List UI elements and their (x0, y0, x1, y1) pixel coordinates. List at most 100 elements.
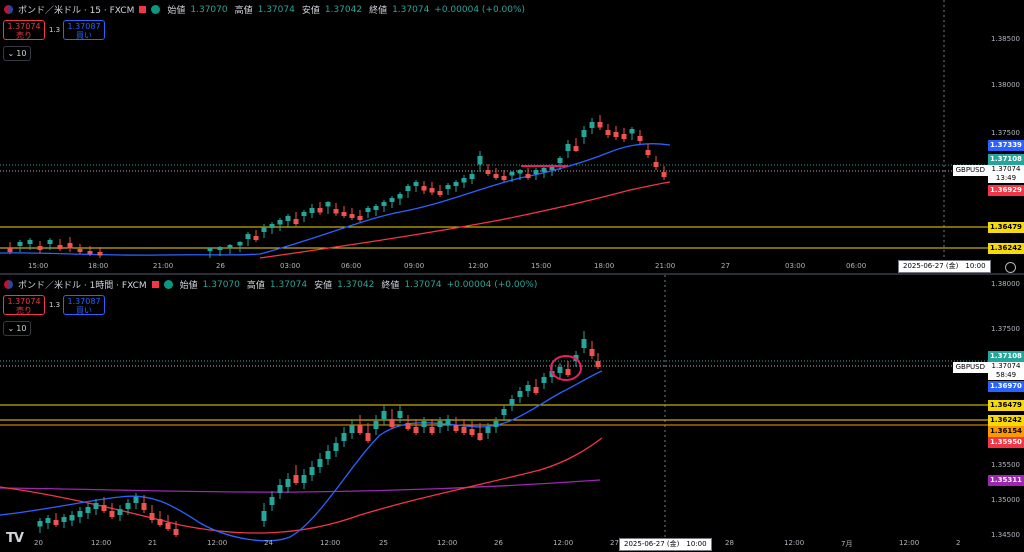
time-axis-label: 24 (264, 539, 273, 547)
time-axis-label: 06:00 (846, 262, 867, 270)
time-axis-label: 12:00 (468, 262, 489, 270)
candle-body (517, 391, 523, 397)
candle-body (157, 519, 163, 525)
candle-body (317, 208, 323, 213)
time-axis-label: 12:00 (437, 539, 458, 547)
candle-body (141, 503, 147, 510)
current-price-box: 1.37074 58:49 (988, 362, 1024, 380)
crosshair-time-label: 2025-06-27 (金) 10:00 (619, 538, 712, 551)
price-chart-1h[interactable] (0, 275, 1024, 552)
moving-average-slow (259, 181, 671, 259)
candle-body (373, 421, 379, 429)
candle-body (621, 134, 627, 139)
sell-button[interactable]: 1.37074 売り (3, 295, 45, 315)
time-axis-label: 21 (148, 539, 157, 547)
candle-body (437, 421, 443, 427)
time-axis-label: 12:00 (91, 539, 112, 547)
chart-pane-15m[interactable]: ポンド／米ドル · 15 · FXCM 始値 1.37070 高値 1.37074 … (0, 0, 1024, 273)
market-status-icon[interactable] (151, 5, 161, 14)
candle-body (605, 130, 611, 135)
open-value: 1.37070 (202, 279, 240, 290)
candle-body (485, 170, 491, 174)
price-level-tag: 1.36479 (988, 400, 1024, 411)
candle-body (325, 451, 331, 459)
price-level-tag: 1.37108 (988, 154, 1024, 165)
market-status-icon[interactable] (163, 280, 173, 289)
candle-body (637, 136, 643, 141)
symbol-tag: GBPUSD (952, 165, 988, 176)
candle-body (437, 191, 443, 195)
candle-body (217, 247, 223, 250)
candle-body (125, 503, 131, 509)
gear-icon[interactable] (1005, 262, 1016, 273)
quantity-selector[interactable]: ⌄ 10 (3, 46, 31, 61)
candle-body (397, 194, 403, 199)
candle-body (101, 505, 107, 511)
price-axis-label: 1.35500 (991, 461, 1020, 469)
candle-body (245, 234, 251, 239)
candle-body (97, 252, 103, 256)
price-axis-label: 1.38000 (991, 81, 1020, 89)
candle-body (237, 242, 243, 246)
price-axis-label: 1.38000 (991, 280, 1020, 288)
candle-body (405, 423, 411, 429)
price-level-tag: 1.36242 (988, 415, 1024, 426)
price-axis-label: 1.38500 (991, 35, 1020, 43)
moving-average-slow (0, 437, 603, 534)
candle-body (565, 369, 571, 375)
moving-average-fast (0, 143, 671, 256)
candle-body (645, 150, 651, 155)
time-axis-label: 27 (721, 262, 730, 270)
time-axis-label: 03:00 (785, 262, 806, 270)
candle-body (549, 166, 555, 170)
symbol-title[interactable]: ポンド／米ドル · 1時間 · FXCM (18, 281, 147, 291)
symbol-title[interactable]: ポンド／米ドル · 15 · FXCM (18, 6, 135, 16)
candle-body (477, 433, 483, 440)
candle-body (365, 433, 371, 441)
open-value: 1.37070 (190, 4, 228, 15)
moving-average-fast (0, 370, 603, 542)
sell-button[interactable]: 1.37074 売り (3, 20, 45, 40)
quantity-selector[interactable]: ⌄ 10 (3, 321, 31, 336)
tradingview-logo[interactable]: TV (6, 531, 24, 546)
price-axis-label: 1.35000 (991, 496, 1020, 504)
highlight-circle (550, 355, 582, 381)
spread-value: 1.3 (49, 301, 61, 309)
price-chart-15m[interactable] (0, 0, 1024, 273)
candle-body (477, 156, 483, 165)
candle-body (429, 427, 435, 433)
candle-body (341, 433, 347, 441)
candle-body (381, 411, 387, 419)
pane-divider[interactable] (0, 273, 1024, 275)
bar-countdown: 13:49 (995, 174, 1017, 182)
candle-body (525, 385, 531, 391)
chart-pane-1h[interactable]: ポンド／米ドル · 1時間 · FXCM 始値 1.37070 高値 1.37074… (0, 275, 1024, 552)
time-axis-label: 21:00 (153, 262, 174, 270)
chevron-down-icon: ⌄ (7, 324, 15, 333)
close-value: 1.37074 (404, 279, 442, 290)
sell-price: 1.37074 (7, 297, 41, 306)
candle-body (149, 513, 155, 520)
candle-body (357, 216, 363, 220)
candle-body (365, 208, 371, 212)
flag-icon[interactable] (139, 6, 147, 13)
candle-body (453, 182, 459, 186)
candle-body (509, 172, 515, 176)
candle-body (493, 421, 499, 427)
spread-value: 1.3 (49, 26, 61, 34)
candle-body (429, 188, 435, 193)
time-axis-label: 09:00 (404, 262, 425, 270)
candle-body (309, 208, 315, 213)
candle-body (381, 202, 387, 206)
candle-body (421, 186, 427, 191)
candle-body (349, 425, 355, 433)
buy-button[interactable]: 1.37087 買い (63, 295, 105, 315)
candle-body (77, 511, 83, 517)
low-value: 1.37042 (324, 4, 363, 15)
price-axis-label: 1.34500 (991, 531, 1020, 539)
candle-body (165, 523, 171, 529)
buy-button[interactable]: 1.37087 買い (63, 20, 105, 40)
symbol-legend: ポンド／米ドル · 1時間 · FXCM 始値 1.37070 高値 1.37074… (4, 278, 537, 291)
flag-icon[interactable] (151, 281, 159, 288)
time-axis-label: 26 (216, 262, 225, 270)
